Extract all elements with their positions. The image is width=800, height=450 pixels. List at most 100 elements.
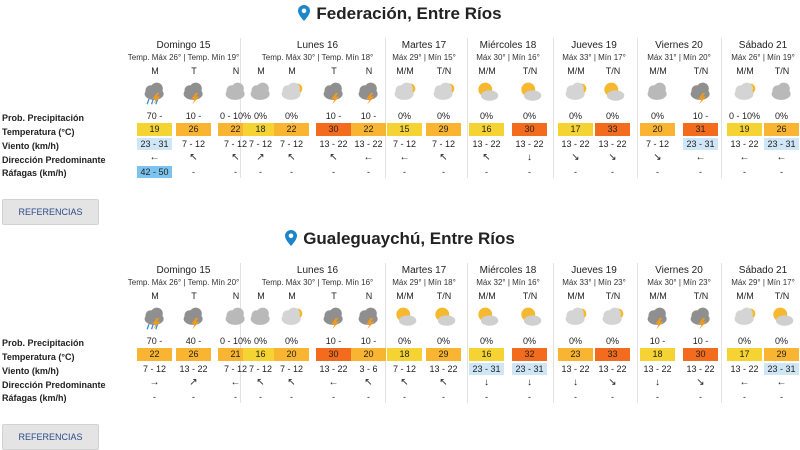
sun-cloud-icon <box>429 305 459 331</box>
gust-cell: - <box>332 392 335 402</box>
partly-cloudy-icon <box>561 80 591 106</box>
period-label: T/N <box>436 66 452 76</box>
city-title: Federación, Entre Ríos <box>0 4 800 24</box>
wind-direction-arrow-icon: ↖ <box>256 377 265 388</box>
wind-direction-arrow-icon: ↖ <box>364 377 373 388</box>
gust-cell: - <box>192 167 195 177</box>
referencias-button[interactable]: REFERENCIAS <box>2 424 99 450</box>
period-label: M <box>257 66 265 76</box>
wind-cell: 13 - 22 <box>561 364 590 374</box>
wind-direction-arrow-icon: ↖ <box>439 152 448 163</box>
wind-cell: 13 - 22 <box>472 139 501 149</box>
location-pin-icon <box>285 230 298 246</box>
wind-cell: 13 - 22 <box>319 139 348 149</box>
row-label: Temperatura (°C) <box>2 127 75 137</box>
wind-cell: 23 - 31 <box>137 138 172 150</box>
day-name: Miércoles 18 <box>479 40 537 51</box>
partly-cloudy-icon <box>598 305 628 331</box>
day-min-max-temps: Máx 29° | Mín 18° <box>392 278 456 287</box>
temperature-cell: 33 <box>595 348 630 361</box>
day-name: Martes 17 <box>401 40 447 51</box>
temperature-cell: 26 <box>176 123 211 136</box>
gust-cell: - <box>574 167 577 177</box>
gust-cell: - <box>743 167 746 177</box>
day-min-max-temps: Máx 33° | Mín 23° <box>562 278 626 287</box>
wind-direction-arrow-icon: ↖ <box>287 152 296 163</box>
gust-cell: - <box>780 167 783 177</box>
wind-cell: 13 - 22 <box>429 364 458 374</box>
day-name: Domingo 15 <box>156 40 211 51</box>
rain-storm-icon <box>140 80 170 106</box>
sun-cloud-icon <box>515 305 545 331</box>
day-separator <box>553 263 554 403</box>
gust-cell: - <box>611 392 614 402</box>
gust-cell: - <box>780 392 783 402</box>
precip-cell: 0 - 10% <box>219 336 252 346</box>
temperature-cell: 23 <box>558 348 593 361</box>
temperature-cell: 18 <box>640 348 675 361</box>
wind-cell: 7 - 12 <box>223 139 247 149</box>
wind-direction-arrow-icon: ↓ <box>655 377 660 388</box>
precip-cell: 0% <box>605 336 619 346</box>
gust-cell: - <box>656 167 659 177</box>
referencias-button[interactable]: REFERENCIAS <box>2 199 99 225</box>
sun-cloud-icon <box>767 305 797 331</box>
period-label: T/N <box>605 291 621 301</box>
period-label: T/N <box>693 291 709 301</box>
gust-cell: - <box>611 167 614 177</box>
wind-cell: 7 - 12 <box>223 364 247 374</box>
period-label: N <box>232 291 240 301</box>
day-min-max-temps: Máx 30° | Mín 23° <box>647 278 711 287</box>
wind-direction-arrow-icon: ← <box>739 377 750 388</box>
precip-cell: 10 - 40% <box>359 111 377 133</box>
precip-cell: 10 - 40% <box>648 336 666 358</box>
wind-cell: 13 - 22 <box>319 364 348 374</box>
temperature-cell: 26 <box>176 348 211 361</box>
storm-cloud-icon <box>319 80 349 106</box>
cloudy-icon <box>221 80 251 106</box>
precip-cell: 10 - 40% <box>359 336 377 358</box>
wind-cell: 13 - 22 <box>515 139 544 149</box>
rain-storm-icon <box>140 305 170 331</box>
period-label: T <box>191 66 197 76</box>
day-min-max-temps: Máx 29° | Mín 17° <box>731 278 795 287</box>
partly-cloudy-icon <box>730 80 760 106</box>
storm-cloud-icon <box>643 305 673 331</box>
day-separator <box>240 38 241 178</box>
precip-cell: 0% <box>774 111 788 121</box>
precip-cell: 10 - 40% <box>324 111 342 133</box>
row-label: Ráfagas (km/h) <box>2 168 67 178</box>
temperature-cell: 30 <box>512 123 547 136</box>
period-label: T/N <box>522 291 538 301</box>
wind-direction-arrow-icon: ↖ <box>482 152 491 163</box>
sun-cloud-icon <box>598 80 628 106</box>
temperature-cell: 26 <box>764 123 799 136</box>
wind-direction-arrow-icon: ← <box>695 152 706 163</box>
wind-direction-arrow-icon: ← <box>149 152 160 163</box>
precip-cell: 0% <box>774 336 788 346</box>
wind-cell: 7 - 12 <box>392 139 416 149</box>
gust-cell: - <box>332 167 335 177</box>
wind-cell: 23 - 31 <box>683 138 718 150</box>
gust-cell: - <box>192 392 195 402</box>
precip-cell: 70 - 100% <box>143 111 166 133</box>
gust-cell: - <box>528 392 531 402</box>
period-label: T/N <box>522 66 538 76</box>
wind-cell: 13 - 22 <box>561 139 590 149</box>
wind-cell: 3 - 6 <box>359 364 378 374</box>
row-label: Dirección Predominante <box>2 155 106 165</box>
day-separator <box>240 263 241 403</box>
wind-direction-arrow-icon: ↗ <box>189 377 198 388</box>
period-label: N <box>232 66 240 76</box>
sun-cloud-icon <box>472 305 502 331</box>
gust-cell: - <box>743 392 746 402</box>
row-label: Dirección Predominante <box>2 380 106 390</box>
wind-cell: 7 - 12 <box>248 139 272 149</box>
wind-cell: 13 - 22 <box>179 364 208 374</box>
city-name: Federación, Entre Ríos <box>316 4 502 23</box>
gust-cell: - <box>259 392 262 402</box>
temperature-cell: 19 <box>137 123 172 136</box>
precip-cell: 0 - 10% <box>219 111 252 121</box>
period-label: M/M <box>736 291 754 301</box>
wind-direction-arrow-icon: ↖ <box>329 152 338 163</box>
